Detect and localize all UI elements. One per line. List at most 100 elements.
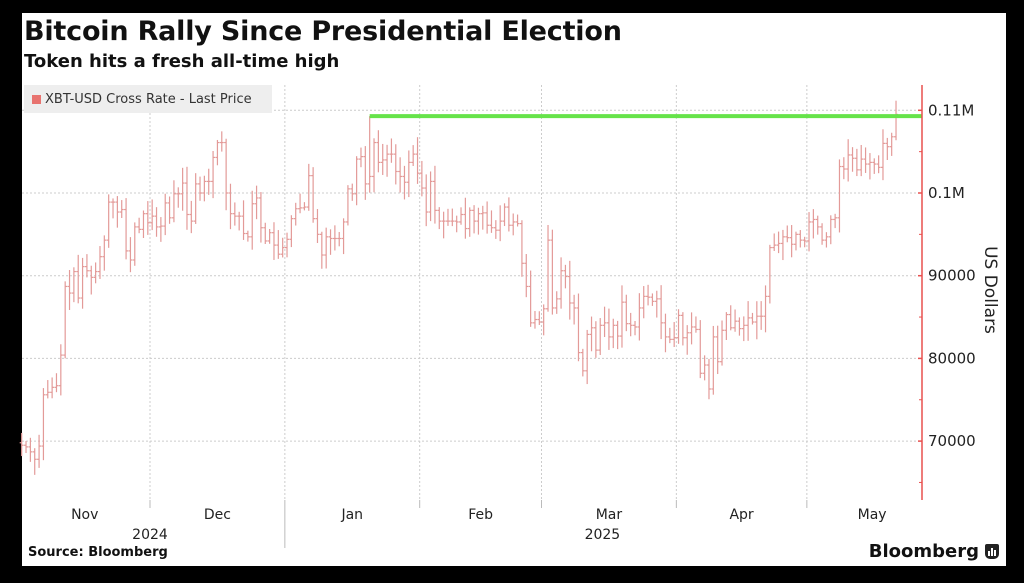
ohlc-bar — [702, 355, 707, 381]
ohlc-bar — [19, 432, 24, 457]
ohlc-bar — [554, 291, 559, 314]
ohlc-bar — [254, 185, 259, 220]
ohlc-bar — [28, 437, 33, 462]
ohlc-bar — [358, 147, 363, 168]
ohlc-bar — [454, 215, 459, 233]
price-bars — [19, 100, 922, 475]
ohlc-bar — [293, 202, 298, 226]
ohlc-bar — [485, 201, 490, 234]
ohlc-bar — [706, 358, 711, 400]
ohlc-bar — [258, 192, 263, 243]
ohlc-bar — [171, 180, 176, 223]
ohlc-bar — [45, 380, 50, 399]
ohlc-bar — [515, 214, 520, 227]
y-tick-label: 70000 — [928, 432, 976, 450]
year-label: 2025 — [585, 527, 621, 543]
ohlc-bar — [493, 220, 498, 239]
ohlc-bar — [572, 294, 577, 325]
ohlc-bar — [763, 285, 768, 333]
ohlc-bar — [580, 348, 585, 377]
ohlc-bar — [398, 157, 403, 193]
ohlc-bar — [589, 316, 594, 352]
ohlc-bar — [863, 147, 868, 173]
ohlc-bar — [746, 301, 751, 341]
ohlc-bar — [659, 285, 664, 340]
ohlc-bar — [459, 207, 464, 225]
ohlc-bar — [546, 224, 551, 312]
ohlc-bar — [154, 207, 159, 237]
ohlc-bar — [480, 205, 485, 230]
ohlc-bar — [676, 309, 681, 344]
month-label: Mar — [596, 507, 623, 523]
ohlc-bar — [663, 313, 668, 353]
ohlc-bar — [741, 316, 746, 342]
ohlc-bar — [267, 228, 272, 244]
ohlc-bar — [715, 325, 720, 375]
ohlc-bar — [450, 208, 455, 227]
ohlc-bar — [241, 200, 246, 240]
ohlc-bar — [846, 139, 851, 182]
ohlc-bar — [646, 284, 651, 306]
ohlc-bar — [319, 231, 324, 269]
ohlc-bar — [880, 129, 885, 181]
ohlc-bar — [80, 257, 85, 309]
y-axis-title: US Dollars — [980, 246, 1000, 334]
ohlc-bar — [811, 209, 816, 239]
ohlc-bar — [624, 294, 629, 332]
ohlc-bar — [93, 262, 98, 284]
ohlc-bar — [389, 138, 394, 163]
ohlc-bar — [737, 317, 742, 336]
ohlc-bar — [315, 209, 320, 244]
ohlc-bar — [337, 232, 342, 247]
y-tick-label: 0.11M — [928, 101, 974, 119]
ohlc-bar — [376, 130, 381, 173]
ohlc-bar — [489, 210, 494, 233]
ohlc-bar — [532, 311, 537, 329]
month-label: Apr — [729, 507, 753, 523]
ohlc-bar — [332, 225, 337, 251]
ohlc-bar — [380, 143, 385, 175]
ohlc-bar — [754, 301, 759, 340]
legend-label: XBT-USD Cross Rate - Last Price — [45, 91, 252, 107]
ohlc-bar — [193, 173, 198, 224]
ohlc-bar — [137, 217, 142, 234]
month-label: Feb — [468, 507, 493, 523]
ohlc-bar — [585, 329, 590, 385]
ohlc-bar — [271, 222, 276, 260]
ohlc-bar — [180, 167, 185, 211]
ohlc-bar — [189, 200, 194, 234]
ohlc-bar — [854, 148, 859, 177]
ohlc-bar — [424, 174, 429, 227]
ohlc-bar — [102, 235, 107, 271]
month-label: May — [858, 507, 887, 523]
ohlc-bar — [232, 202, 237, 226]
gridlines — [22, 85, 922, 500]
ohlc-bar — [820, 223, 825, 245]
ohlc-bar — [633, 320, 638, 336]
ohlc-bar — [245, 230, 250, 242]
y-axis: 70000 80000 90000 0.1M 0.11M — [918, 85, 976, 500]
ohlc-bar — [106, 194, 111, 248]
ohlc-bar — [158, 217, 163, 242]
ohlc-bar — [202, 175, 207, 202]
ohlc-bar — [280, 237, 285, 258]
ohlc-bar — [350, 183, 355, 201]
legend: XBT-USD Cross Rate - Last Price — [24, 85, 272, 113]
ohlc-bar — [115, 196, 120, 228]
ohlc-bar — [415, 137, 420, 184]
ohlc-bar — [689, 312, 694, 345]
ohlc-bar — [76, 254, 81, 304]
legend-swatch — [32, 94, 41, 104]
source-note: Source: Bloomberg — [28, 545, 168, 560]
ohlc-bar — [263, 222, 268, 245]
ohlc-bar — [524, 254, 529, 298]
ohlc-bar — [876, 155, 881, 174]
ohlc-bar — [67, 269, 72, 310]
ohlc-bar — [463, 197, 468, 239]
ohlc-bar — [97, 246, 102, 279]
ohlc-bar — [550, 229, 555, 315]
ohlc-bar — [141, 210, 146, 239]
ohlc-bar — [528, 270, 533, 327]
ohlc-bar — [167, 196, 172, 224]
ohlc-bar — [772, 233, 777, 251]
